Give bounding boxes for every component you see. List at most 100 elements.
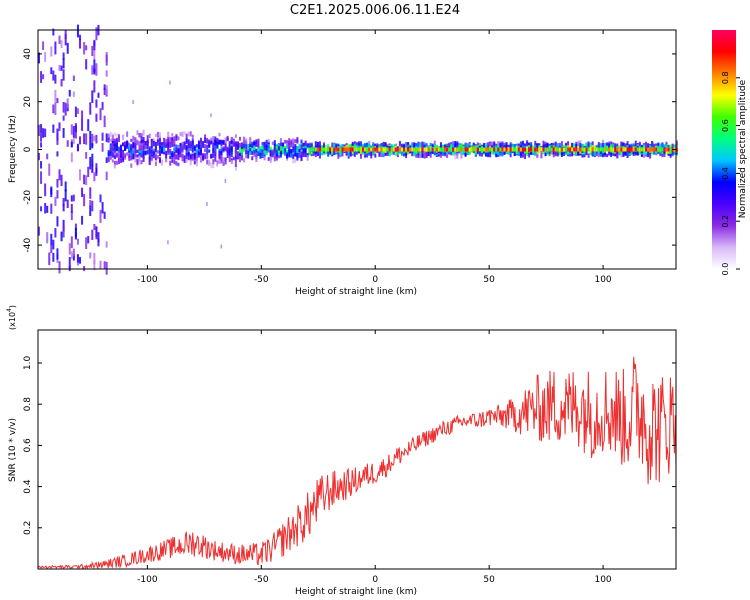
spectrogram-center-cell [612,147,615,152]
spectrogram-cell [87,119,90,132]
spectrogram-cell [620,141,623,147]
spectrogram-center-cell [433,147,436,152]
spectrogram-cell [111,147,114,152]
spectrogram-cell [95,226,98,240]
spectrogram-cell [142,142,145,148]
spectrogram-cell [113,164,116,169]
spectrogram-cell [238,156,241,163]
spectrogram-cell [314,141,317,147]
spectrogram-center-cell [624,147,627,152]
spectrogram-cell [282,142,285,147]
spectrogram-cell [368,140,371,146]
spectrogram-cell [40,124,43,133]
spectrogram-cell [193,146,196,151]
spectrogram-cell [74,131,77,139]
spectrogram-cell [185,159,188,163]
spectrogram-cell [507,149,510,155]
spectrogram-cell [263,156,266,161]
spectrogram-cell [655,143,658,147]
spectrogram-cell [372,142,375,147]
spectrogram-cell [218,159,221,164]
spectrogram-cell [187,139,190,146]
spectrogram-cell [474,151,477,156]
spectrogram-cell [81,118,84,131]
spectrogram-cell [273,144,276,150]
spectrogram-cell [93,172,96,182]
spectrogram-center-cell [446,147,449,152]
spectrogram-cell [501,143,504,148]
spectrogram-center-cell [517,147,520,152]
spectrogram-cell [567,149,570,155]
spectrogram-cell [134,143,137,148]
spectrogram-cell [257,143,260,149]
spectrogram-cell [134,156,137,163]
x-tick-label: 0 [372,575,378,585]
spectrogram-cell [306,155,309,161]
spectrogram-cell [624,143,627,148]
spectrogram-cell [228,156,231,162]
spectrogram-center-cell [618,147,621,152]
spectrogram-cell [122,151,125,157]
spectrogram-cell [526,150,529,154]
y-tick-label: 1.0 [23,356,33,371]
spectrogram-center-cell [653,147,656,152]
spectrogram-cell [89,200,92,206]
spectrogram-cell [42,128,45,138]
spectrogram-cell [569,153,572,157]
spectrogram-cell [117,136,120,143]
spectrogram-cell [222,141,225,145]
spectrogram-cell [91,90,94,103]
spectrogram-center-cell [640,147,643,152]
spectrogram-cell [95,27,98,41]
spectrogram-cell [177,156,180,161]
spectrogram-cell [62,52,65,60]
spectrogram-cell [206,159,209,165]
spectrogram-center-cell [425,147,428,152]
spectrogram-cell [58,169,61,181]
spectrogram-cell [150,138,153,145]
spectrogram-center-cell [622,147,625,152]
spectrogram-cell [202,156,205,161]
spectrogram-center-cell [351,147,354,152]
spectrogram-cell [636,149,639,156]
spectrogram-cell [60,65,63,71]
spectrogram-cell [452,143,455,149]
spectrogram-cell [546,150,549,155]
spectrogram-cell [99,260,102,270]
spectrogram-center-cell [329,147,332,152]
spectrogram-cell [378,145,381,150]
spectrogram-y-label: Frequency (Hz) [8,115,18,183]
spectrogram-cell [165,150,168,156]
spectrogram-cell [218,132,221,137]
spectrogram-cell [54,227,57,238]
spectrogram-cell [571,143,574,149]
spectrogram-cell [304,152,307,158]
spectrogram-cell [173,136,176,142]
spectrogram-cell [382,152,385,158]
spectrogram-cell [52,104,55,114]
spectrogram-cell [243,140,246,146]
spectrogram-center-cell [519,147,522,152]
spectrogram-cell [298,145,301,152]
spectrogram-cell [93,68,96,75]
spectrogram-cell [105,70,108,77]
spectrogram-cell [333,150,336,155]
spectrogram-cell [314,149,317,154]
spectrogram-center-cell [310,147,313,152]
spectrogram-cell [42,74,45,80]
spectrogram-cell [204,134,207,140]
spectrogram-cell [249,144,252,150]
spectrogram-center-cell [542,147,545,152]
spectrogram-cell [431,145,434,149]
spectrogram-cell [64,34,67,46]
spectrogram-cell [89,252,92,259]
spectrogram-center-cell [312,147,315,152]
spectrogram-cell [130,155,133,161]
spectrogram-cell [222,160,225,166]
spectrogram-cell [259,153,262,159]
spectrogram-center-cell [339,147,342,152]
spectrogram-cell [247,151,250,155]
spectrogram-cell [253,153,256,157]
spectrogram-cell [181,131,184,138]
spectrogram-cell [599,150,602,155]
